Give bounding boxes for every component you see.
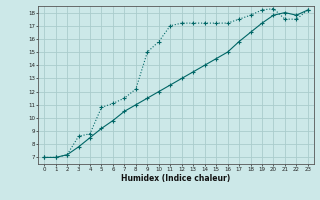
X-axis label: Humidex (Indice chaleur): Humidex (Indice chaleur)	[121, 174, 231, 183]
